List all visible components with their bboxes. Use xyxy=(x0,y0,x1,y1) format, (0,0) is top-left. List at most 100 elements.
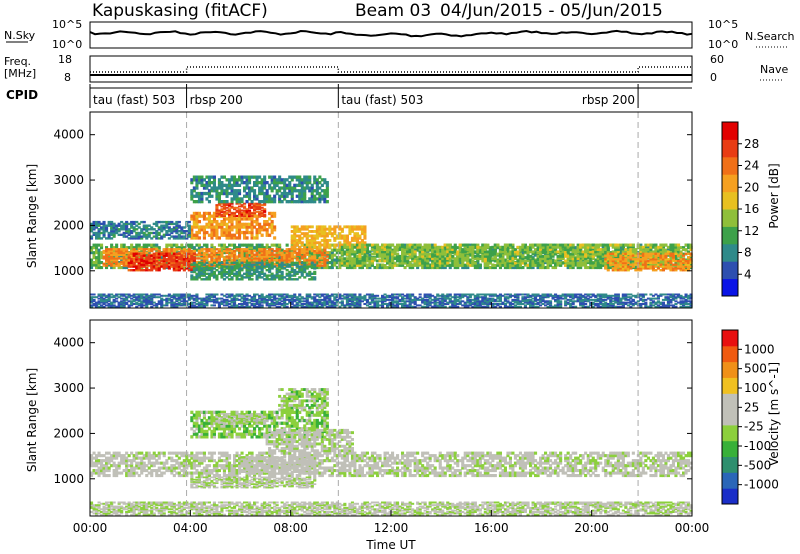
power-cell xyxy=(155,265,159,268)
power-cell xyxy=(228,233,232,237)
power-cell xyxy=(140,231,144,235)
power-cell xyxy=(453,264,457,267)
power-cell xyxy=(318,264,322,267)
power-cell xyxy=(200,249,204,253)
power-cell xyxy=(368,243,372,247)
power-cell xyxy=(368,257,372,261)
power-cell xyxy=(338,225,342,229)
power-cell xyxy=(313,259,317,262)
power-cell xyxy=(335,256,339,260)
power-cell xyxy=(220,233,224,237)
power-cell xyxy=(431,254,435,258)
power-cell xyxy=(238,243,242,247)
power-cell xyxy=(135,253,139,257)
power-cell xyxy=(305,186,309,190)
power-cell xyxy=(523,245,527,249)
power-cell xyxy=(220,246,224,250)
power-cell xyxy=(240,230,244,235)
power-cell xyxy=(127,261,131,265)
power-cell xyxy=(157,233,161,236)
power-cell xyxy=(238,210,242,213)
power-cell xyxy=(601,246,605,250)
power-cell xyxy=(197,175,201,179)
power-cell xyxy=(230,197,234,201)
power-cell xyxy=(433,263,437,267)
power-cell xyxy=(596,243,600,247)
power-cell xyxy=(197,246,201,250)
power-cell xyxy=(516,264,520,267)
power-cell xyxy=(172,263,176,266)
power-cell xyxy=(190,256,194,259)
power-cell xyxy=(498,245,502,249)
power-cell xyxy=(140,259,144,263)
power-cell xyxy=(682,252,686,256)
power-cell xyxy=(182,263,186,266)
power-cell xyxy=(110,243,114,247)
power-cell xyxy=(130,230,134,233)
power-cell xyxy=(523,259,527,263)
power-cell xyxy=(679,254,683,258)
power-cell xyxy=(308,234,312,238)
power-cell xyxy=(152,258,156,261)
power-cell xyxy=(503,264,507,267)
power-cell xyxy=(611,259,615,263)
power-cell xyxy=(313,234,317,238)
power-cell xyxy=(250,243,254,247)
power-cell xyxy=(250,222,254,226)
power-cell xyxy=(413,261,417,265)
power-cell xyxy=(506,248,510,251)
power-cell xyxy=(255,181,259,185)
power-cell xyxy=(463,253,467,257)
power-cell xyxy=(614,250,618,254)
power-cell xyxy=(423,264,427,267)
power-cell xyxy=(197,211,201,216)
power-cell xyxy=(513,254,517,258)
power-cell xyxy=(212,261,216,265)
power-cell xyxy=(248,278,252,281)
power-cell xyxy=(280,272,284,275)
power-cell xyxy=(328,230,332,233)
power-cell xyxy=(155,230,159,233)
power-cell xyxy=(170,256,174,259)
power-cell xyxy=(122,259,126,262)
power-cell xyxy=(263,272,267,275)
power-cell xyxy=(95,256,99,260)
power-cell xyxy=(639,252,643,256)
power-cell xyxy=(345,236,349,240)
power-cell xyxy=(671,248,675,252)
power-cell xyxy=(238,175,242,179)
power-cell xyxy=(150,243,154,247)
power-cell xyxy=(130,222,134,226)
power-cell xyxy=(215,259,219,262)
power-cell xyxy=(338,258,342,262)
power-cell xyxy=(641,245,645,249)
power-cell xyxy=(591,248,595,252)
power-cell xyxy=(526,257,530,261)
power-cell xyxy=(120,226,124,229)
power-cell xyxy=(240,175,244,179)
power-cell xyxy=(521,251,525,255)
power-cell xyxy=(222,249,226,253)
power-cell xyxy=(546,243,550,247)
power-cell xyxy=(250,202,254,205)
power-cell xyxy=(225,225,229,229)
power-cell xyxy=(308,265,312,268)
power-cell xyxy=(137,259,141,263)
power-cell xyxy=(215,251,219,255)
power-cell xyxy=(518,252,522,256)
power-cell xyxy=(456,264,460,267)
power-cell xyxy=(165,249,169,253)
power-cell xyxy=(566,248,570,251)
power-cell xyxy=(107,260,111,264)
power-cell xyxy=(541,243,545,247)
power-cell xyxy=(360,227,364,231)
power-cell xyxy=(190,230,194,235)
power-cell xyxy=(200,269,204,272)
power-cell xyxy=(238,263,242,266)
power-cell xyxy=(155,256,159,259)
power-cell xyxy=(255,222,259,226)
power-cell xyxy=(516,259,520,263)
power-cell xyxy=(117,257,121,260)
power-cell xyxy=(290,234,294,238)
power-cell xyxy=(290,253,294,256)
